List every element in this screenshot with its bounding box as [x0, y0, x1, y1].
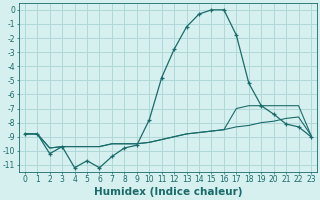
X-axis label: Humidex (Indice chaleur): Humidex (Indice chaleur): [94, 187, 242, 197]
